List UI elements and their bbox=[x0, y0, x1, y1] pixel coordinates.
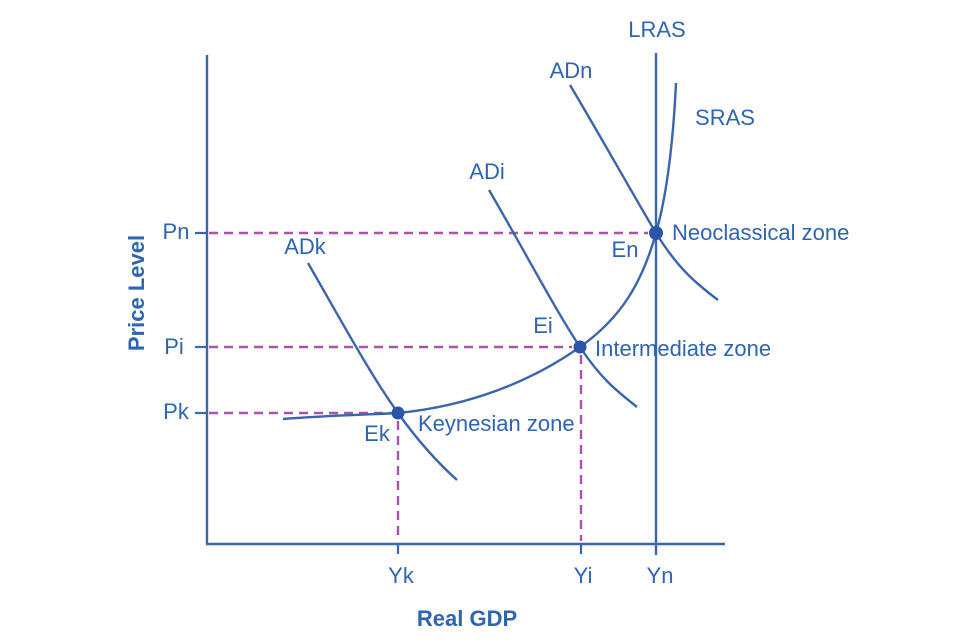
adi-curve bbox=[487, 189, 638, 408]
sras-label: SRAS bbox=[695, 105, 755, 130]
lras-label: LRAS bbox=[628, 17, 686, 42]
ei-point bbox=[573, 340, 587, 354]
en-point bbox=[649, 226, 663, 240]
yi-tick-label: Yi bbox=[573, 563, 593, 588]
pn-tick-label: Pn bbox=[162, 219, 190, 244]
ei-label: Ei bbox=[533, 313, 553, 338]
adk-curve bbox=[306, 262, 458, 481]
ek-point bbox=[391, 406, 405, 420]
adk-label: ADk bbox=[284, 234, 326, 259]
ek-label: Ek bbox=[364, 421, 390, 446]
y-axis-title: Price Level bbox=[124, 234, 149, 352]
pk-tick-label: Pk bbox=[163, 399, 189, 424]
neoclassical-zone-label: Neoclassical zone bbox=[672, 220, 850, 245]
intermediate-zone-label: Intermediate zone bbox=[595, 336, 772, 361]
en-label: En bbox=[611, 237, 639, 262]
pi-tick-label: Pi bbox=[164, 334, 184, 359]
keynesian-zone-label: Keynesian zone bbox=[418, 411, 575, 436]
yk-tick-label: Yk bbox=[388, 563, 414, 588]
adi-label: ADi bbox=[469, 159, 505, 184]
adn-curve bbox=[568, 84, 719, 301]
yn-tick-label: Yn bbox=[646, 563, 674, 588]
x-axis-title: Real GDP bbox=[416, 606, 518, 631]
adn-label: ADn bbox=[549, 58, 593, 83]
